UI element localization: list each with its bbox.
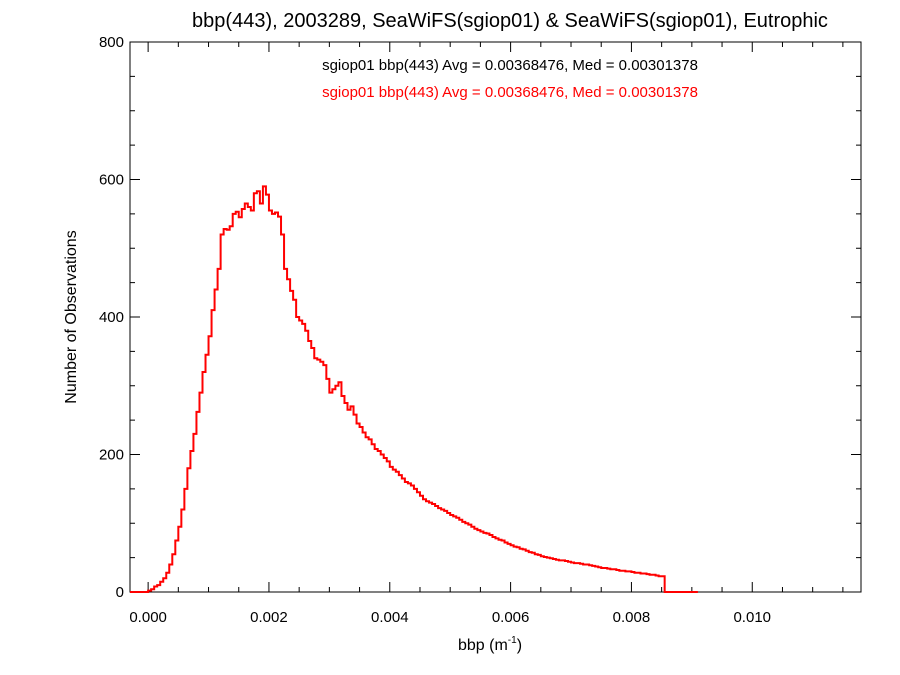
plot-frame [129, 41, 862, 593]
series-group [130, 185, 698, 593]
x-tick-label: 0.008 [613, 609, 651, 626]
x-axis-label-sup: -1 [508, 635, 517, 646]
x-axis-label-main: bbp (m [458, 637, 508, 654]
y-axis: 0 200 400 600 800 [99, 34, 861, 601]
y-tick-label: 400 [99, 309, 124, 326]
x-axis: 0.000 0.002 0.004 0.006 0.008 0.010 [129, 42, 844, 626]
x-axis-label: bbp (m-1) [458, 635, 522, 654]
x-tick-label: 0.004 [371, 609, 409, 626]
y-tick-label: 800 [99, 34, 124, 51]
x-tick-label: 0.000 [129, 609, 167, 626]
x-tick-label: 0.006 [492, 609, 530, 626]
chart-title: bbp(443), 2003289, SeaWiFS(sgiop01) & Se… [192, 10, 828, 32]
y-tick-label: 600 [99, 172, 124, 189]
x-tick-label: 0.002 [250, 609, 288, 626]
histogram-series-line [130, 185, 698, 593]
y-axis-label: Number of Observations [63, 230, 80, 403]
y-tick-label: 200 [99, 447, 124, 464]
stats-annotation-black: sgiop01 bbp(443) Avg = 0.00368476, Med =… [322, 57, 698, 74]
stats-annotation-red: sgiop01 bbp(443) Avg = 0.00368476, Med =… [322, 84, 698, 101]
y-tick-label: 0 [116, 584, 124, 601]
x-tick-label: 0.010 [733, 609, 771, 626]
x-axis-label-end: ) [517, 637, 522, 654]
